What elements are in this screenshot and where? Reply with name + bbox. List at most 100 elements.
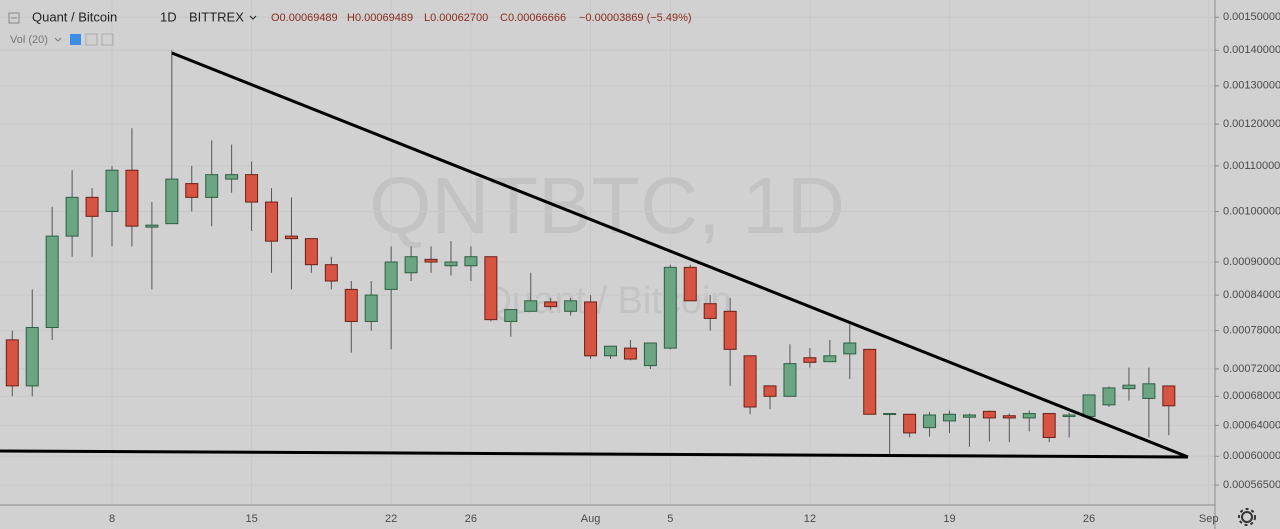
ohlc-high: H0.00069489 — [347, 12, 413, 24]
y-tick-label: 0.00064000 — [1223, 419, 1280, 431]
y-tick-label: 0.00120000 — [1223, 118, 1280, 130]
x-tick-label: 26 — [1083, 513, 1095, 525]
candle-body — [982, 410, 996, 419]
candle-body — [404, 256, 418, 274]
watermark-title: QNTBTC, 1D — [369, 161, 845, 250]
candle-body — [45, 235, 59, 329]
candle-body — [584, 301, 598, 357]
y-tick-label: 0.00072000 — [1223, 363, 1280, 375]
x-tick-label: 26 — [465, 513, 477, 525]
candle-body — [743, 355, 757, 408]
candle-body — [623, 347, 637, 360]
candle-body — [344, 288, 358, 322]
candle-body — [962, 414, 976, 418]
y-tick-label: 0.00068000 — [1223, 390, 1280, 402]
candle-body — [265, 201, 279, 242]
candle-body — [1122, 384, 1136, 390]
x-tick-label: Aug — [581, 513, 601, 525]
candle-body — [384, 261, 398, 290]
y-tick-label: 0.00130000 — [1223, 80, 1280, 92]
x-tick-label: 15 — [245, 513, 257, 525]
candle-body — [564, 300, 578, 312]
indicator-visibility[interactable] — [70, 34, 81, 45]
candle-body — [643, 342, 657, 367]
candle-body — [763, 385, 777, 397]
y-tick-label: 0.00060000 — [1223, 450, 1280, 462]
candle-body — [803, 357, 817, 363]
settings-gear-teeth — [1238, 508, 1256, 526]
settings-gear[interactable] — [1241, 511, 1253, 523]
ohlc-open: O0.00069489 — [271, 12, 338, 24]
candle-body — [883, 413, 897, 416]
x-tick-label: 12 — [804, 513, 816, 525]
candle-body — [723, 310, 737, 350]
candle-body — [1102, 387, 1116, 406]
candle-body — [145, 224, 159, 228]
x-tick-label: 19 — [943, 513, 955, 525]
candle-body — [225, 174, 239, 180]
candle-body — [1042, 413, 1056, 438]
candle-body — [464, 256, 478, 267]
ohlc-close: C0.00066666 — [500, 12, 566, 24]
candle-body — [125, 169, 139, 227]
ohlc-change: −0.00003869 (−5.49%) — [579, 12, 692, 24]
candle-body — [324, 264, 338, 282]
candle-body — [105, 169, 119, 213]
collapse-button[interactable] — [8, 12, 20, 24]
candle-body — [1142, 383, 1156, 399]
candle-body — [1002, 415, 1016, 419]
ohlc-low: L0.00062700 — [424, 12, 488, 24]
indicator-settings[interactable] — [85, 33, 98, 46]
symbol[interactable]: Quant / Bitcoin — [32, 9, 117, 24]
y-tick-label: 0.00100000 — [1223, 205, 1280, 217]
x-tick-label: 5 — [667, 513, 673, 525]
candle-body — [484, 256, 498, 321]
candle-body — [304, 238, 318, 266]
y-tick-label: 0.00084000 — [1223, 289, 1280, 301]
candle-body — [783, 363, 797, 397]
candle-body — [1062, 414, 1076, 417]
candle-body — [165, 178, 179, 225]
candle-body — [843, 342, 857, 355]
candle-body — [663, 266, 677, 349]
exchange[interactable]: BITTREX — [189, 9, 244, 24]
candle-body — [205, 174, 219, 198]
candle-body — [823, 355, 837, 363]
candle-body — [1022, 413, 1036, 419]
candle-body — [683, 266, 697, 302]
candle-body — [524, 300, 538, 312]
candle-body — [604, 345, 617, 357]
y-tick-label: 0.00056500 — [1223, 479, 1280, 491]
candle-body — [942, 413, 956, 422]
candle-body — [1162, 385, 1176, 407]
candle-body — [444, 261, 458, 267]
indicator-label[interactable]: Vol (20) — [10, 34, 48, 46]
candle-body — [703, 303, 717, 319]
interval[interactable]: 1D — [160, 9, 177, 24]
trend-line — [0, 449, 1189, 459]
x-tick-label: 22 — [385, 513, 397, 525]
y-tick-label: 0.00150000 — [1223, 11, 1280, 23]
indicator-remove[interactable] — [101, 33, 114, 46]
indicator-menu[interactable] — [54, 37, 62, 42]
candle-body — [923, 414, 937, 429]
plot — [5, 50, 1176, 457]
y-tick-label: 0.00140000 — [1223, 44, 1280, 56]
y-tick-label: 0.00078000 — [1223, 324, 1280, 336]
candle-body — [903, 413, 917, 434]
y-tick-label: 0.00110000 — [1223, 160, 1280, 172]
candle-body — [245, 174, 259, 203]
candle-body — [5, 339, 19, 387]
candle-body — [863, 348, 877, 415]
candle-body — [1082, 394, 1096, 417]
candle-body — [424, 258, 438, 263]
candle-body — [185, 183, 199, 198]
candle-body — [544, 301, 558, 308]
x-tick-label: 8 — [109, 513, 115, 525]
candle-body — [284, 235, 298, 240]
candle-body — [85, 196, 99, 217]
dropdown-icon[interactable] — [249, 15, 257, 20]
